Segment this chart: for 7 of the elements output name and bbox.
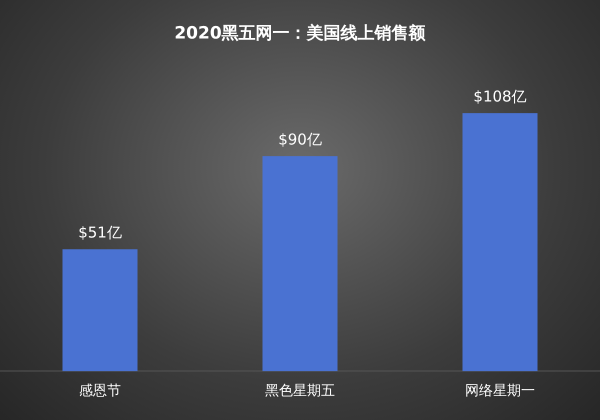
- x-tick-label: 黑色星期五: [265, 383, 335, 400]
- chart-title: 2020黑五网一：美国线上销售额: [174, 24, 427, 44]
- data-label: $108亿: [473, 87, 527, 106]
- data-label: $51亿: [78, 224, 122, 242]
- data-label: $90亿: [278, 130, 322, 148]
- x-tick-label: 网络星期一: [465, 383, 535, 400]
- x-tick-label: 感恩节: [79, 383, 121, 400]
